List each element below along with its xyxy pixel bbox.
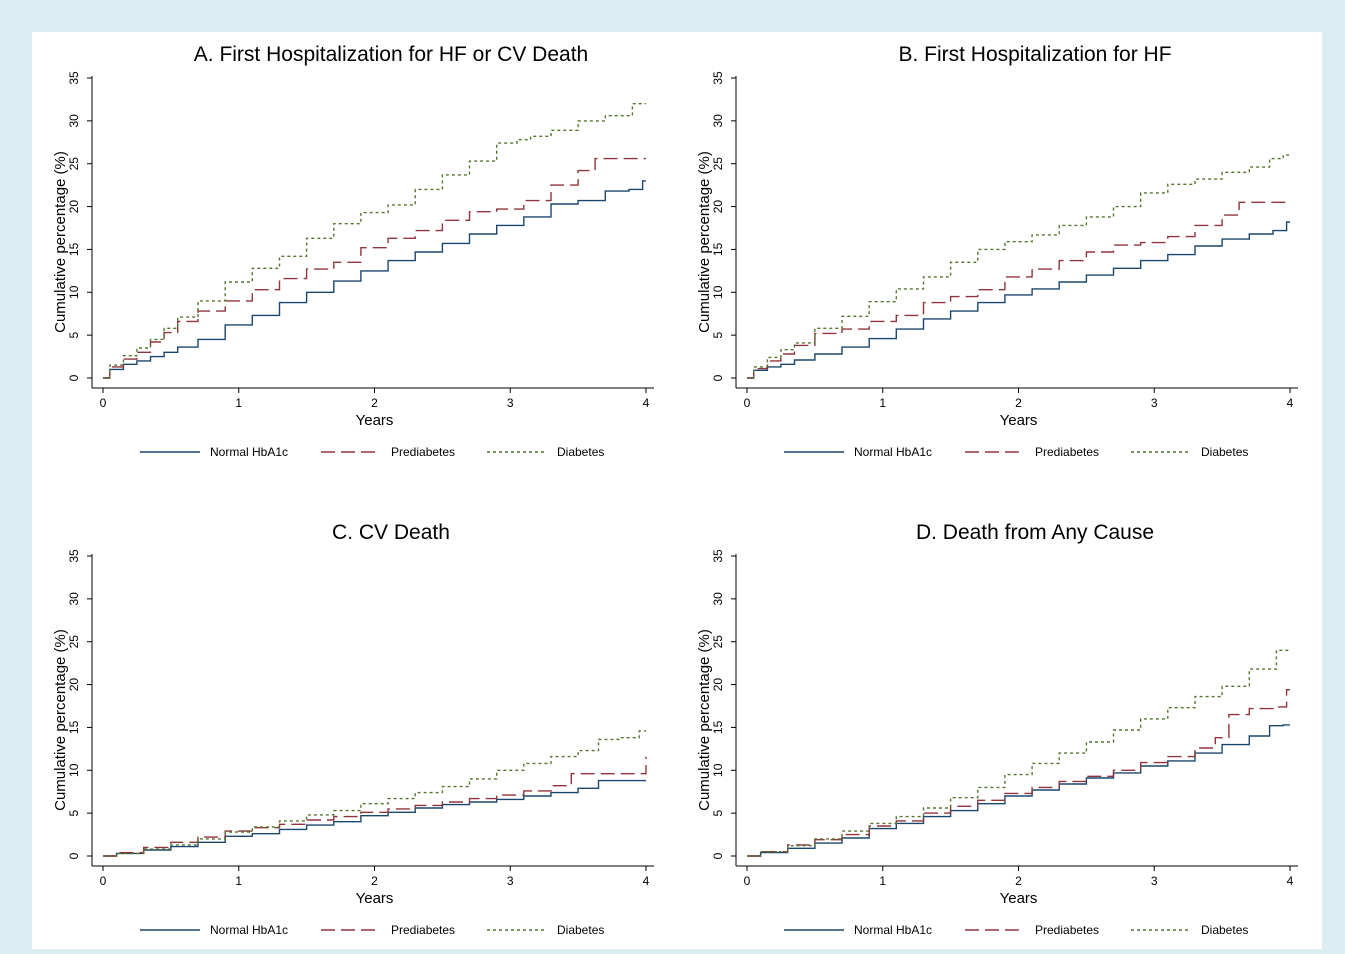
panel-title: A. First Hospitalization for HF or CV De… [194,43,588,66]
legend-label: Normal HbA1c [854,923,932,937]
y-tick-label: 35 [711,549,725,563]
legend-label: Normal HbA1c [210,445,288,459]
series-line-prediabetes [747,201,1290,379]
y-tick-label: 10 [67,285,81,299]
y-tick-label: 30 [67,114,81,128]
legend-label: Normal HbA1c [210,923,288,937]
legend-label: Normal HbA1c [854,445,932,459]
y-tick-label: 15 [67,720,81,734]
legend-label: Diabetes [557,923,604,937]
x-tick-label: 3 [1151,396,1158,410]
x-tick-label: 1 [235,874,242,888]
x-tick-label: 2 [371,874,378,888]
y-tick-label: 35 [67,549,81,563]
series-line-normal-hba1c [747,724,1290,857]
legend-label: Prediabetes [391,923,455,937]
x-tick-label: 3 [507,396,514,410]
y-tick-label: 20 [67,678,81,692]
legend-label: Prediabetes [1035,923,1099,937]
x-tick-label: 0 [744,874,751,888]
x-tick-label: 0 [100,396,107,410]
y-tick-label: 5 [711,809,725,816]
series-line-prediabetes [103,756,647,857]
x-axis-label: Years [356,412,394,429]
y-tick-label: 10 [67,763,81,777]
x-tick-label: 4 [1287,874,1294,888]
y-tick-label: 0 [711,374,725,381]
y-tick-label: 30 [711,114,725,128]
x-tick-label: 2 [1015,874,1022,888]
y-tick-label: 10 [711,763,725,777]
panel-title: B. First Hospitalization for HF [898,43,1171,66]
legend-label: Diabetes [1201,445,1248,459]
x-axis-label: Years [1000,412,1038,429]
series-line-diabetes [747,649,1290,857]
x-tick-label: 4 [1287,396,1294,410]
x-tick-label: 2 [371,396,378,410]
x-tick-label: 1 [879,874,886,888]
y-tick-label: 25 [67,157,81,171]
legend-label: Prediabetes [1035,445,1099,459]
y-tick-label: 25 [67,635,81,649]
y-tick-label: 10 [711,285,725,299]
x-axis-label: Years [1000,890,1038,907]
y-axis-label: Cumulative percentage (%) [52,151,69,333]
panel-1: B. First Hospitalization for HF051015202… [696,43,1298,459]
series-line-normal-hba1c [103,180,646,379]
y-tick-label: 35 [711,71,725,85]
x-tick-label: 1 [235,396,242,410]
y-tick-label: 0 [711,852,725,859]
series-line-diabetes [103,103,646,379]
x-tick-label: 4 [643,396,650,410]
legend-label: Diabetes [557,445,604,459]
panel-2: C. CV Death 0 5 10 15 20 25 30 35 0 1 2 3 4 Years Cumul… [52,521,654,937]
x-axis-label: Years [356,890,394,907]
y-tick-label: 30 [711,592,725,606]
y-tick-label: 25 [711,157,725,171]
y-axis-label: Cumulative percentage (%) [52,629,69,811]
y-tick-label: 5 [67,809,81,816]
series-line-normal-hba1c [103,779,646,857]
y-tick-label: 15 [67,242,81,256]
panel-3: D. Death from Any Cause 0 5 10 15 20 25 30 35 0 1 2… [696,521,1298,937]
legend-label: Diabetes [1201,923,1248,937]
x-tick-label: 3 [1151,874,1158,888]
panel-0: A. First Hospitalization for HF or CV De… [52,43,654,459]
series-line-prediabetes [747,689,1290,857]
series-line-normal-hba1c [747,221,1290,379]
x-tick-label: 3 [507,874,514,888]
panel-title: D. Death from Any Cause [916,521,1154,544]
y-tick-label: 20 [67,200,81,214]
y-tick-label: 15 [711,242,725,256]
x-tick-label: 2 [1015,396,1022,410]
panel-title: C. CV Death [332,521,450,544]
x-tick-label: 0 [100,874,107,888]
y-tick-label: 20 [711,200,725,214]
y-tick-label: 25 [711,635,725,649]
legend-label: Prediabetes [391,445,455,459]
y-tick-label: 5 [711,331,725,338]
figure-frame: A. First Hospitalization for HF or CV De… [32,32,1322,949]
y-tick-label: 0 [67,852,81,859]
x-tick-label: 4 [643,874,650,888]
series-line-diabetes [103,730,646,857]
series-line-prediabetes [103,157,646,379]
y-tick-label: 20 [711,678,725,692]
y-tick-label: 0 [67,374,81,381]
x-tick-label: 1 [879,396,886,410]
y-tick-label: 35 [67,71,81,85]
km-curves-figure: A. First Hospitalization for HF or CV De… [52,43,1298,937]
y-axis-label: Cumulative percentage (%) [696,151,713,333]
y-tick-label: 15 [711,720,725,734]
y-tick-label: 30 [67,592,81,606]
y-axis-label: Cumulative percentage (%) [696,629,713,811]
series-line-diabetes [747,154,1290,379]
y-tick-label: 5 [67,331,81,338]
x-tick-label: 0 [744,396,751,410]
